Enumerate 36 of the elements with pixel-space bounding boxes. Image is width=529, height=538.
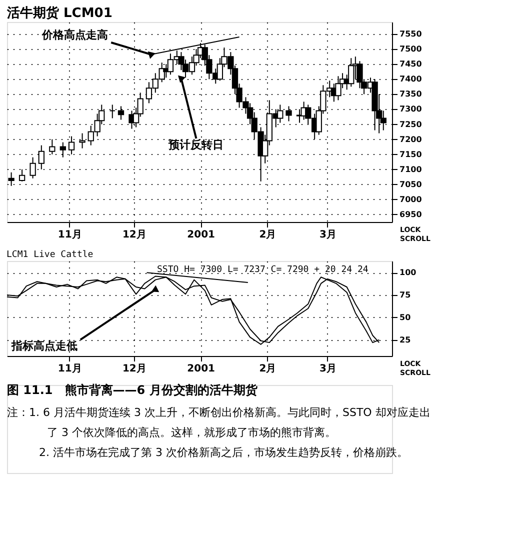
x-tick-label: 12月: [122, 364, 146, 374]
x-tick-label: 3月: [319, 230, 336, 240]
y-tick-label: 6950: [400, 210, 422, 219]
y-tick-label: 7550: [400, 30, 422, 39]
y-tick-label: 7150: [400, 150, 422, 159]
y-tick-label: 7500: [400, 44, 422, 54]
y-tick-label: 25: [400, 335, 412, 344]
x-tick-label: 2月: [259, 230, 276, 240]
x-tick-label: 2001: [187, 230, 216, 240]
chart-title: LCM1 Live Cattle: [6, 250, 94, 260]
y-tick-label: 7200: [400, 134, 422, 144]
annotation: 预计反转日: [168, 138, 224, 152]
x-tick-label: 11月: [58, 364, 82, 374]
y-tick-label: 75: [400, 290, 412, 300]
chart-title: 活牛期货 LCM01: [6, 5, 112, 21]
y-tick-label: 7100: [400, 164, 422, 174]
annotation: 价格高点走高: [41, 28, 108, 42]
x-tick-label: 3月: [319, 364, 336, 374]
text: 注：1. 6 月活牛期货连续 3 次上升，不断创出价格新高。与此同时，SSTO 却对应走出了 3 个依次降低的高点。这样，就形成了市场的熊市背离。: [7, 406, 430, 439]
y-tick-label: 50: [400, 312, 412, 322]
caption: 图 11.1 熊市背离——6 月份交割的活牛期货: [7, 383, 258, 397]
annotation: SSTO H= 7300 L= 7237 C= 7290 + 20 24 24: [157, 265, 368, 275]
y-tick-label: 7000: [400, 194, 422, 204]
x-tick-label: 2001: [187, 364, 216, 374]
y-tick-label: 7050: [400, 180, 422, 189]
y-tick-label: 7400: [400, 74, 422, 84]
y-tick-label: 7300: [400, 104, 422, 114]
x-tick-label: 11月: [58, 230, 82, 240]
y-tick-label: 7450: [400, 60, 422, 69]
x-tick-label: 12月: [122, 230, 146, 240]
y-tick-label: 7250: [400, 120, 422, 129]
annotation: 指标高点走低: [10, 340, 78, 353]
y-tick-label: 100: [400, 268, 417, 278]
x-tick-label: 2月: [259, 364, 276, 374]
y-tick-label: 7350: [400, 90, 422, 99]
text: 2. 活牛市场在完成了第 3 次价格新高之后，市场发生趋势反转，价格崩跌。: [39, 446, 408, 459]
